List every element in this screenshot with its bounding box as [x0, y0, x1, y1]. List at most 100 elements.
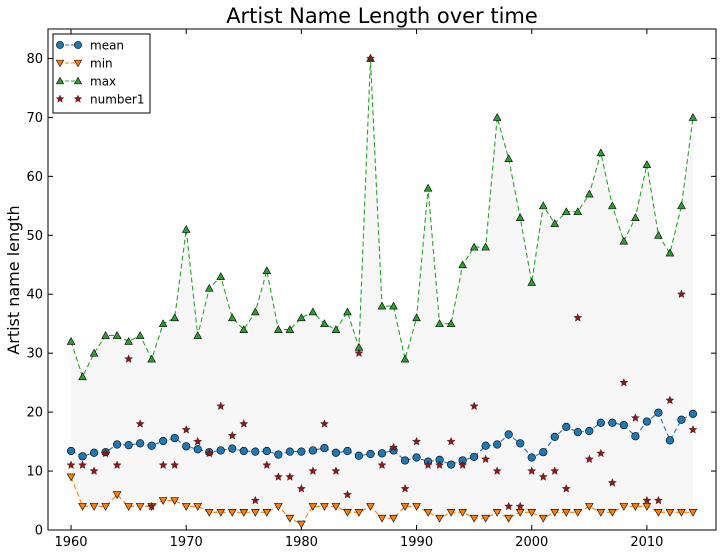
point-mean-1987	[377, 449, 387, 458]
point-number1-1960	[66, 460, 76, 469]
point-min-2001	[538, 514, 548, 523]
point-mean-2005	[585, 426, 594, 436]
x-tick-label-1980: 1980	[285, 535, 318, 550]
point-max-2008	[619, 236, 629, 245]
point-mean-1996	[481, 441, 490, 450]
series-min	[66, 473, 698, 529]
point-mean-2011	[654, 408, 663, 417]
y-tick-label-60: 60	[26, 170, 43, 185]
point-number1-1975	[239, 419, 249, 428]
legend-marker-max-2	[73, 76, 83, 85]
point-max-2001	[538, 201, 548, 210]
point-min-1998	[504, 514, 513, 523]
point-number1-2014	[688, 425, 698, 434]
legend-entry-min: min	[55, 57, 113, 71]
point-mean-1980	[297, 447, 306, 456]
point-max-1999	[515, 213, 525, 221]
point-number1-2009	[631, 413, 640, 422]
point-number1-2005	[584, 454, 594, 463]
point-max-1978	[274, 325, 283, 333]
point-number1-1980	[297, 484, 306, 493]
point-min-2012	[665, 508, 675, 517]
point-max-2007	[608, 201, 617, 210]
y-tick-label-80: 80	[26, 52, 43, 67]
point-mean-2009	[631, 432, 640, 441]
point-max-1988	[389, 301, 398, 310]
point-number1-1961	[78, 460, 87, 469]
point-mean-1977	[262, 446, 271, 456]
point-number1-2012	[665, 395, 675, 405]
point-max-1973	[216, 272, 226, 280]
point-min-1990	[412, 503, 421, 511]
legend: mean min max number1	[52, 33, 151, 114]
plot-frame	[47, 28, 717, 531]
point-max-2009	[631, 213, 640, 221]
point-number1-1989	[400, 484, 410, 493]
point-min-2008	[619, 503, 629, 511]
point-number1-1973	[216, 401, 226, 410]
point-max-1967	[147, 354, 156, 363]
point-min-2003	[561, 508, 571, 517]
point-min-1991	[423, 508, 433, 517]
legend-marker-min-2	[73, 59, 83, 68]
y-tick-label-20: 20	[26, 406, 43, 421]
point-number1-1966	[135, 419, 145, 428]
point-mean-1986	[366, 449, 375, 459]
point-mean-2002	[550, 432, 559, 441]
point-number1-2001	[538, 472, 548, 481]
point-max-1994	[458, 260, 467, 269]
point-number1-1979	[285, 472, 295, 481]
legend-label-max: max	[90, 75, 116, 89]
point-max-1970	[181, 224, 191, 233]
point-mean-1967	[147, 441, 156, 450]
legend-marker-min	[55, 59, 65, 68]
legend-marker-number1-2	[73, 94, 83, 103]
point-number1-2011	[654, 495, 663, 505]
point-max-1996	[481, 242, 490, 251]
point-number1-1997	[492, 466, 502, 475]
point-max-1966	[135, 331, 145, 339]
y-tick-label-30: 30	[26, 347, 43, 362]
point-number1-1977	[262, 460, 272, 469]
point-min-1994	[458, 508, 467, 517]
point-max-1962	[89, 348, 99, 357]
point-min-2006	[596, 508, 606, 517]
point-number1-1986	[366, 53, 375, 63]
point-min-1964	[112, 491, 122, 500]
point-min-1961	[78, 503, 87, 511]
point-mean-1973	[216, 446, 225, 455]
point-mean-1995	[470, 452, 479, 462]
point-min-1962	[89, 503, 99, 511]
point-mean-1961	[78, 452, 87, 461]
point-number1-2006	[596, 448, 606, 458]
point-number1-1991	[423, 460, 433, 469]
point-mean-2000	[527, 453, 536, 462]
point-mean-2003	[562, 422, 571, 431]
point-max-2011	[654, 230, 663, 239]
point-max-1982	[320, 319, 329, 328]
point-number1-2002	[550, 466, 560, 475]
point-min-1966	[135, 503, 145, 511]
point-min-1987	[377, 514, 387, 523]
point-number1-1990	[412, 436, 421, 446]
point-mean-1964	[113, 440, 122, 449]
point-mean-1968	[159, 436, 168, 446]
point-min-1988	[389, 514, 398, 523]
point-number1-1970	[181, 425, 191, 434]
legend-box	[52, 33, 151, 114]
point-max-1997	[492, 112, 502, 121]
point-max-1981	[308, 307, 318, 316]
point-max-1963	[101, 331, 110, 339]
point-max-2005	[585, 189, 594, 198]
chart-title: Artist Name Length over time	[226, 4, 538, 28]
point-number1-1994	[458, 460, 467, 469]
point-mean-2014	[688, 409, 698, 418]
point-min-1963	[101, 503, 110, 511]
point-min-2010	[642, 503, 652, 511]
point-max-1998	[504, 154, 513, 163]
series-mean	[66, 408, 698, 469]
point-max-1984	[343, 307, 352, 316]
legend-label-min: min	[90, 57, 113, 71]
point-min-1971	[193, 503, 203, 511]
